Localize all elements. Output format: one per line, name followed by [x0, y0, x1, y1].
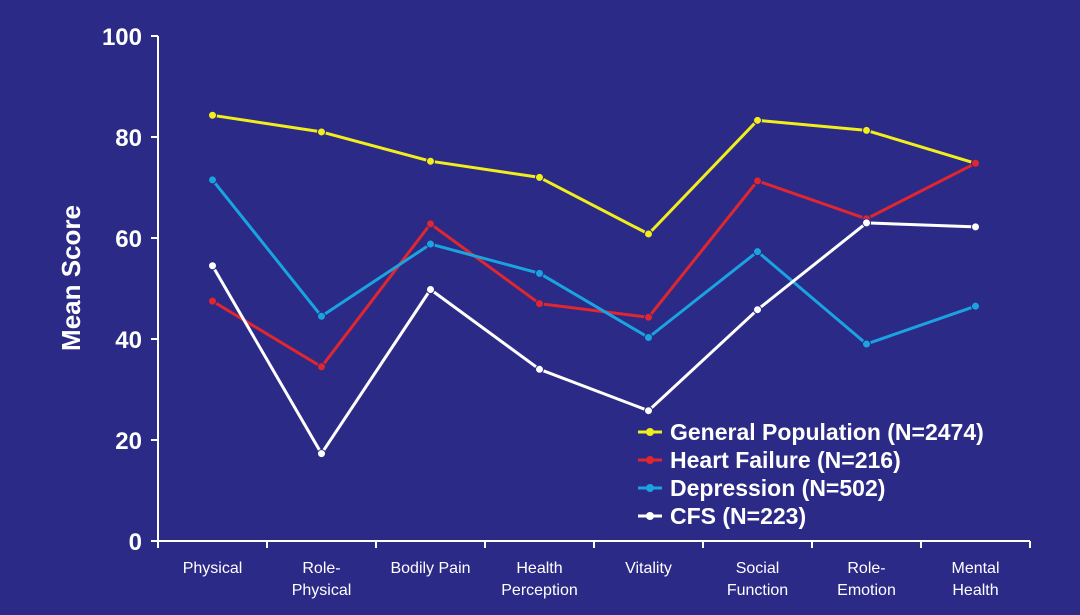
- data-point: [862, 218, 871, 228]
- x-tick-label-role-physical: Role- Physical: [292, 560, 352, 599]
- data-point: [208, 261, 217, 271]
- x-tick-label-bodily-pain: Bodily Pain: [390, 560, 470, 577]
- x-tick-label-role-emotion: Role- Emotion: [837, 560, 896, 599]
- data-point: [426, 285, 435, 295]
- y-axis-label: Mean Score: [56, 205, 86, 351]
- data-point: [535, 364, 544, 374]
- x-tick-label-physical: Physical: [183, 560, 243, 577]
- y-tick-label: 20: [115, 428, 142, 455]
- legend-item-heart-failure-n-216: Heart Failure (N=216): [638, 447, 901, 473]
- series-line-heart-failure-n-216: [211, 161, 977, 369]
- legend-swatch-marker: [646, 512, 654, 520]
- data-point: [535, 299, 544, 309]
- legend-item-depression-n-502: Depression (N=502): [638, 475, 885, 501]
- y-tick-label: 100: [102, 24, 142, 51]
- legend-label: CFS (N=223): [670, 503, 806, 529]
- x-tick-label-line: Function: [727, 582, 788, 599]
- data-point: [971, 301, 980, 311]
- x-tick-label-line: Emotion: [837, 582, 896, 599]
- data-point: [644, 312, 653, 322]
- x-tick-label-line: Role-: [847, 560, 885, 577]
- data-point: [426, 219, 435, 229]
- data-point: [317, 449, 326, 459]
- x-tick-label-line: Role-: [302, 560, 340, 577]
- legend-label: Depression (N=502): [670, 475, 885, 501]
- x-tick-label-social-function: Social Function: [727, 560, 788, 599]
- series-lines: [208, 110, 980, 459]
- data-point: [426, 156, 435, 166]
- data-point: [317, 362, 326, 372]
- x-tick-label-line: Mental: [951, 560, 999, 577]
- data-point: [971, 158, 980, 168]
- legend-item-cfs-n-223: CFS (N=223): [638, 503, 806, 529]
- legend-swatch-marker: [646, 456, 654, 464]
- series-general-population-n-2474: [208, 110, 980, 239]
- x-tick-label-line: Perception: [501, 582, 578, 599]
- y-tick-label: 40: [115, 327, 142, 354]
- legend-label: Heart Failure (N=216): [670, 447, 901, 473]
- y-tick-label: 80: [115, 125, 142, 152]
- data-point: [208, 296, 217, 306]
- data-point: [644, 332, 653, 342]
- data-point: [317, 311, 326, 321]
- series-depression-n-502: [208, 175, 980, 349]
- series-line-general-population-n-2474: [212, 113, 976, 236]
- data-point: [208, 175, 217, 185]
- legend-swatch-marker: [646, 428, 654, 436]
- y-tick-label: 60: [115, 226, 142, 253]
- x-tick-label-line: Physical: [183, 560, 243, 577]
- x-tick-label-line: Bodily Pain: [390, 560, 470, 577]
- x-tick-label-line: Health: [516, 560, 562, 577]
- data-point: [753, 305, 762, 315]
- legend-label: General Population (N=2474): [670, 419, 984, 445]
- data-point: [753, 176, 762, 186]
- data-point: [971, 222, 980, 232]
- y-tick-label: 0: [129, 529, 142, 556]
- legend-swatch-marker: [646, 484, 654, 492]
- x-tick-label-line: Vitality: [625, 560, 672, 577]
- axes: 0 20 40 60 80 100 Physical Role- Physical Bodily …: [102, 24, 1031, 599]
- legend-item-general-population-n-2474: General Population (N=2474): [638, 419, 984, 445]
- data-point: [862, 125, 871, 135]
- x-tick-label-line: Physical: [292, 582, 352, 599]
- data-point: [535, 172, 544, 182]
- series-line-cfs-n-223: [211, 221, 976, 456]
- x-tick-label-mental-health: Mental Health: [951, 560, 999, 599]
- series-line-depression-n-502: [211, 178, 976, 346]
- data-point: [753, 115, 762, 125]
- data-point: [644, 406, 653, 416]
- x-tick-label-line: Social: [736, 560, 780, 577]
- x-tick-label-health-perception: Health Perception: [501, 560, 578, 599]
- data-point: [644, 229, 653, 239]
- x-tick-label-vitality: Vitality: [625, 560, 672, 577]
- x-tick-label-line: Health: [952, 582, 998, 599]
- data-point: [862, 339, 871, 349]
- legend: General Population (N=2474)Heart Failure…: [638, 419, 984, 529]
- data-point: [753, 247, 762, 257]
- data-point: [317, 127, 326, 137]
- series-heart-failure-n-216: [208, 158, 980, 372]
- data-point: [426, 239, 435, 249]
- data-point: [535, 268, 544, 278]
- data-point: [208, 110, 217, 120]
- series-cfs-n-223: [208, 218, 980, 459]
